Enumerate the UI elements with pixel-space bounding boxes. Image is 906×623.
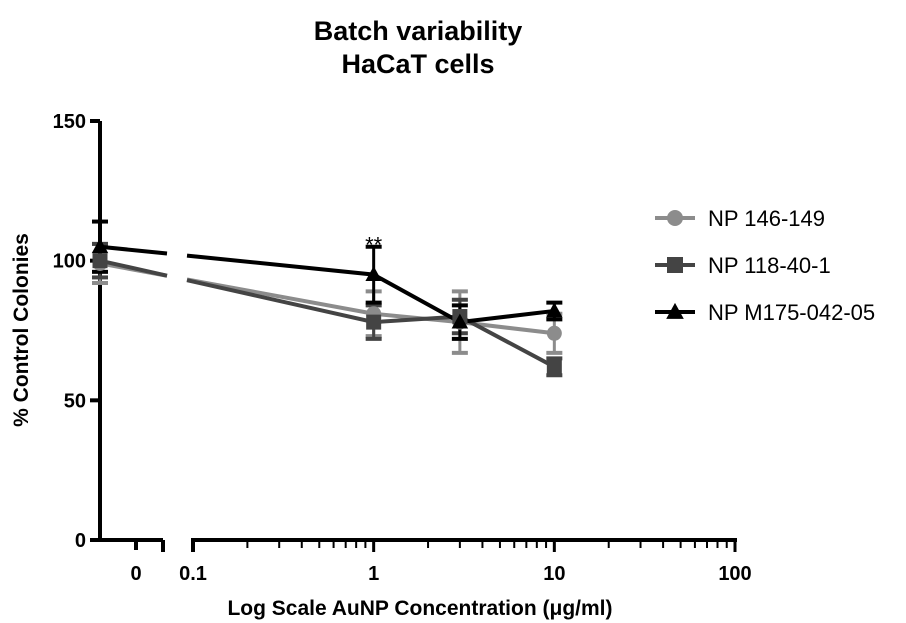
data-point xyxy=(546,325,562,341)
y-tick-label: 0 xyxy=(75,530,86,552)
significance-annotation: ** xyxy=(365,233,383,258)
data-point xyxy=(365,266,382,282)
chart-title-line-1: Batch variability xyxy=(314,16,523,46)
data-point xyxy=(92,253,108,269)
legend-label: NP 118-40-1 xyxy=(708,253,831,278)
y-tick-label: 150 xyxy=(53,111,86,133)
legend: NP 146-149 NP 118-40-1 NP M175-042-05 xyxy=(655,206,875,325)
data-point xyxy=(91,238,109,254)
x-tick-label: 10 xyxy=(543,563,565,585)
series-line xyxy=(99,244,555,325)
series-line xyxy=(99,258,556,369)
x-tick-label: 0 xyxy=(130,563,141,585)
data-point xyxy=(666,302,684,319)
data-point xyxy=(546,302,563,318)
y-tick-label: 50 xyxy=(64,390,86,412)
data-point xyxy=(546,359,562,375)
x-tick-label: 1 xyxy=(368,563,379,585)
data-point xyxy=(451,313,469,329)
series-lines xyxy=(99,244,556,369)
y-axis-label: % Control Colonies xyxy=(10,233,33,427)
chart-title-line-2: HaCaT cells xyxy=(341,49,494,79)
x-tick-label: 0.1 xyxy=(179,563,207,585)
y-tick-label: 100 xyxy=(53,251,86,273)
data-point xyxy=(667,257,683,273)
x-axis-label: Log Scale AuNP Concentration (μg/ml) xyxy=(227,597,612,620)
legend-label: NP M175-042-05 xyxy=(708,300,875,325)
legend-label: NP 146-149 xyxy=(708,206,825,231)
data-point xyxy=(366,314,382,330)
annotations: ** xyxy=(365,233,383,258)
series-markers xyxy=(91,238,563,375)
error-bars xyxy=(92,219,563,378)
axes: 0 50 100 150 0 0.1 1 10 100 xyxy=(53,111,752,585)
x-tick-label: 100 xyxy=(718,563,751,585)
series-line xyxy=(99,261,555,336)
data-point xyxy=(667,210,683,226)
